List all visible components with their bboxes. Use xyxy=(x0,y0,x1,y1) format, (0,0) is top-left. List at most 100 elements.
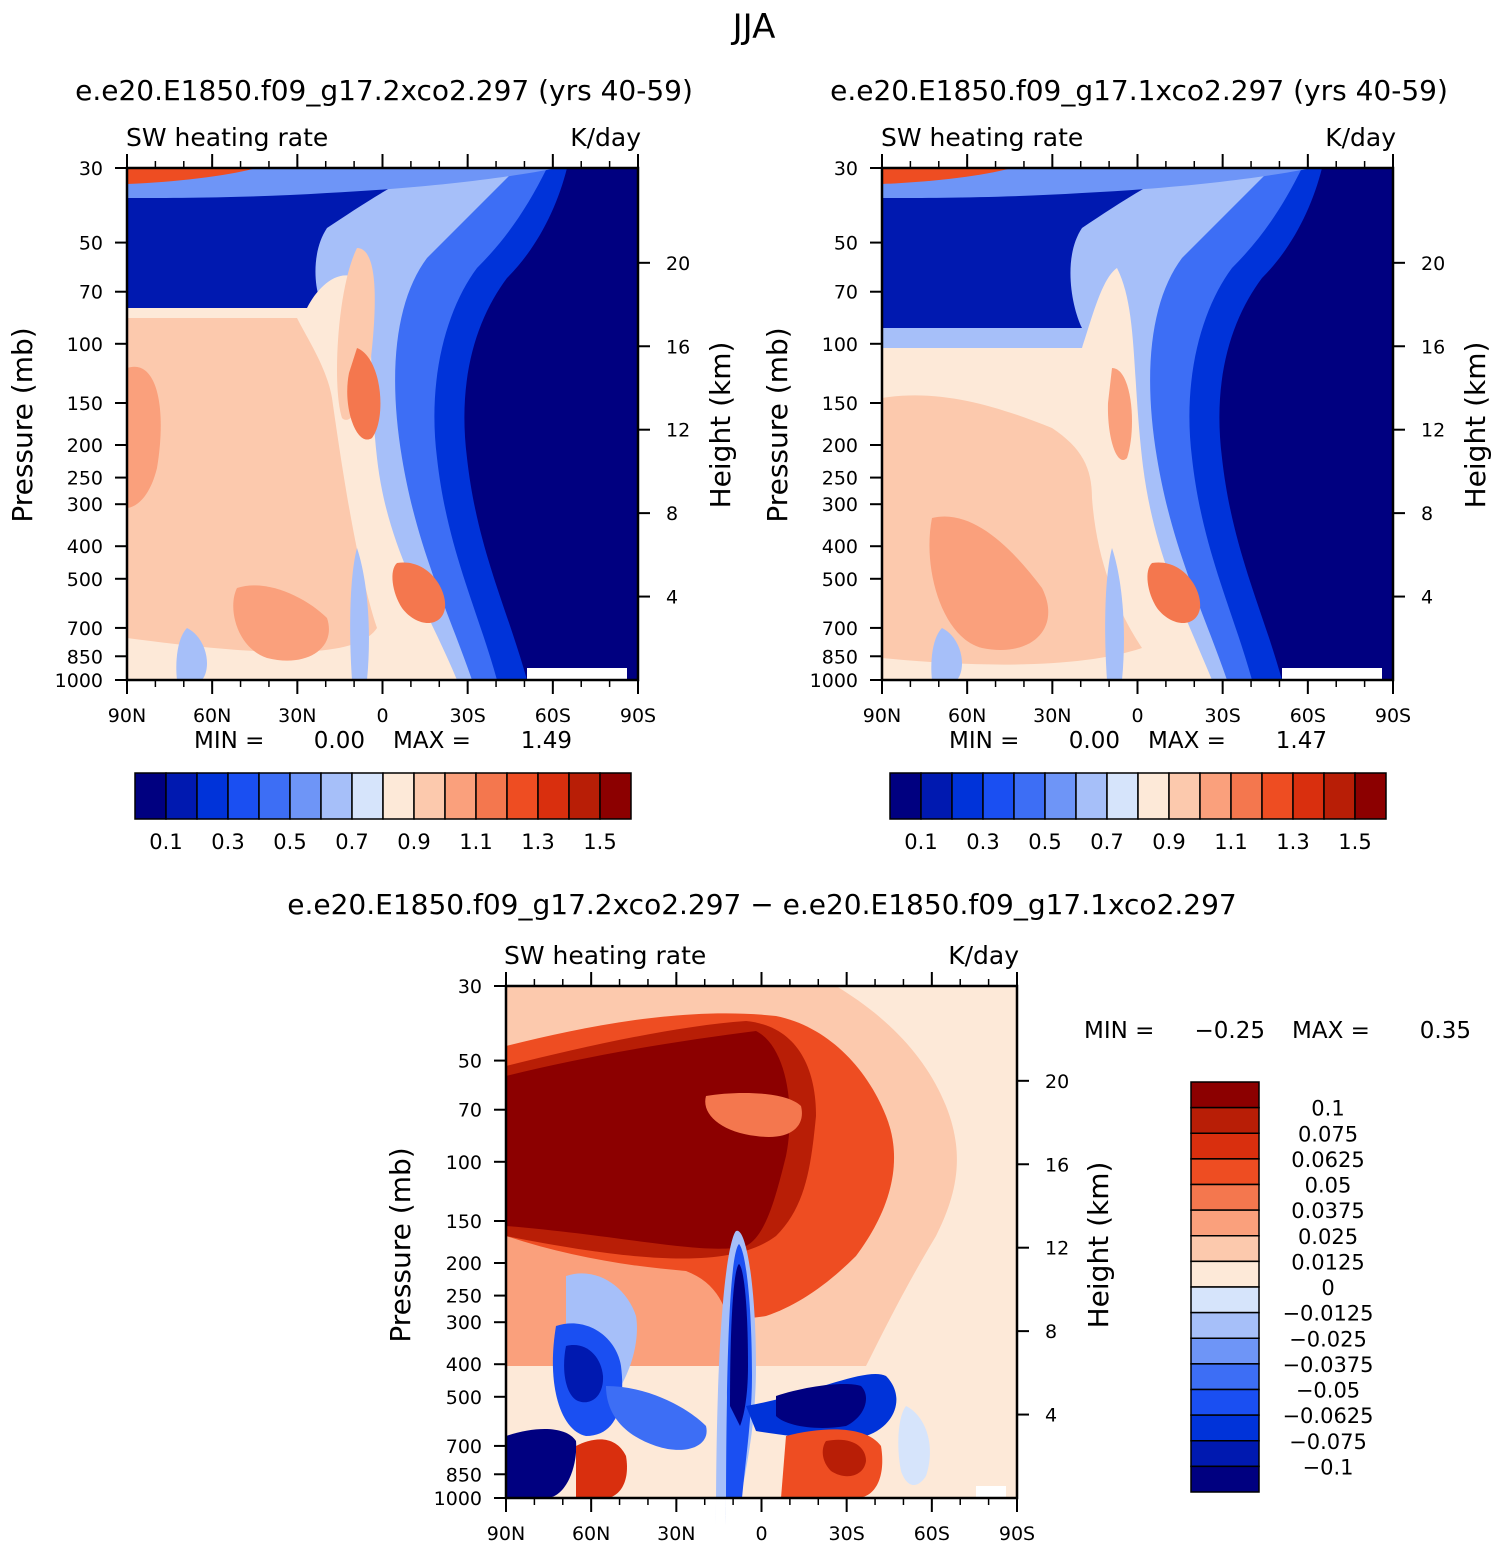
height-tick-label: 8 xyxy=(1045,1321,1057,1343)
pressure-tick-label: 100 xyxy=(822,334,858,356)
pressure-tick-label: 400 xyxy=(67,536,103,558)
colorbar-swatch xyxy=(196,772,229,820)
colorbar-swatch xyxy=(506,772,539,820)
panel-1-colorbar: 0.1 0.3 0.5 0.7 0.9 1.1 1.3 1.5 xyxy=(134,772,632,854)
panel-2-min-label: MIN = xyxy=(949,728,1019,754)
colorbar-swatch xyxy=(1354,772,1387,820)
colorbar-label: 0.075 xyxy=(1298,1122,1358,1146)
colorbar-label: −0.05 xyxy=(1296,1379,1360,1403)
lat-tick-label: 0 xyxy=(376,705,388,727)
panel-1-max-label: MAX = xyxy=(393,728,471,754)
colorbar-swatch xyxy=(1190,1209,1260,1237)
pressure-tick-label: 200 xyxy=(822,435,858,457)
pressure-tick-label: 70 xyxy=(834,282,858,304)
colorbar-label: 1.3 xyxy=(1276,830,1309,854)
colorbar-swatch xyxy=(1075,772,1108,820)
colorbar-label: 0.0375 xyxy=(1291,1199,1364,1223)
height-tick-label: 20 xyxy=(1421,253,1445,275)
pressure-tick-label: 1000 xyxy=(55,670,103,692)
colorbar-swatch xyxy=(1190,1414,1260,1442)
colorbar-swatch xyxy=(568,772,601,820)
colorbar-swatch xyxy=(1190,1465,1260,1493)
colorbar-label: 0.1 xyxy=(904,830,937,854)
colorbar-swatch xyxy=(320,772,353,820)
colorbar-swatch xyxy=(258,772,291,820)
lat-tick-label: 90S xyxy=(620,705,656,727)
lat-tick-label: 90S xyxy=(1375,705,1411,727)
height-tick-label: 12 xyxy=(1421,420,1445,442)
colorbar-swatch xyxy=(382,772,415,820)
panel-3-field xyxy=(506,986,1017,1526)
pressure-tick-label: 700 xyxy=(67,618,103,640)
panel-3-min-value: −0.25 xyxy=(1195,1018,1265,1044)
panel-2-colorbar: 0.1 0.3 0.5 0.7 0.9 1.1 1.3 1.5 xyxy=(889,772,1387,854)
colorbar-label: 1.3 xyxy=(521,830,554,854)
colorbar-label: 1.1 xyxy=(1214,830,1247,854)
lat-tick-label: 30N xyxy=(657,1523,695,1545)
colorbar-swatch xyxy=(1190,1388,1260,1416)
pressure-tick-label: 850 xyxy=(67,646,103,668)
colorbar-swatch xyxy=(1230,772,1263,820)
pressure-tick-label: 400 xyxy=(822,536,858,558)
height-tick-label: 12 xyxy=(1045,1238,1069,1260)
colorbar-swatch xyxy=(1190,1337,1260,1365)
panel-2-ylabel: Pressure (mb) xyxy=(761,327,794,522)
colorbar-swatch xyxy=(1190,1286,1260,1314)
pressure-tick-label: 300 xyxy=(822,494,858,516)
colorbar-swatch xyxy=(982,772,1015,820)
pressure-tick-label: 100 xyxy=(446,1152,482,1174)
colorbar-swatch xyxy=(1013,772,1046,820)
panel-2-max-value: 1.47 xyxy=(1276,728,1327,754)
colorbar-label: 1.1 xyxy=(459,830,492,854)
colorbar-label: 1.5 xyxy=(1338,830,1371,854)
pressure-tick-label: 250 xyxy=(67,468,103,490)
height-tick-label: 4 xyxy=(666,587,678,609)
colorbar-swatch xyxy=(537,772,570,820)
colorbar-label: 0.7 xyxy=(335,830,368,854)
colorbar-swatch xyxy=(1190,1311,1260,1339)
colorbar-label: 0.025 xyxy=(1298,1225,1358,1249)
panel-2-title: e.e20.E1850.f09_g17.1xco2.297 (yrs 40-59… xyxy=(830,74,1448,107)
panel-2-field xyxy=(882,168,1393,680)
colorbar-swatch xyxy=(1190,1106,1260,1134)
lat-tick-label: 30S xyxy=(829,1523,865,1545)
colorbar-label: 1.5 xyxy=(583,830,616,854)
colorbar-swatch xyxy=(1190,1440,1260,1468)
height-tick-label: 4 xyxy=(1045,1405,1057,1427)
lat-tick-label: 30S xyxy=(450,705,486,727)
pressure-tick-label: 400 xyxy=(446,1354,482,1376)
colorbar-label: −0.1 xyxy=(1303,1455,1354,1479)
panel-1-title: e.e20.E1850.f09_g17.2xco2.297 (yrs 40-59… xyxy=(75,74,693,107)
colorbar-swatch xyxy=(1190,1081,1260,1109)
pressure-tick-label: 250 xyxy=(446,1286,482,1308)
colorbar-label: −0.0125 xyxy=(1282,1302,1373,1326)
colorbar-swatch xyxy=(1137,772,1170,820)
colorbar-swatch xyxy=(920,772,953,820)
colorbar-swatch xyxy=(289,772,322,820)
colorbar-swatch xyxy=(1190,1158,1260,1186)
pressure-tick-label: 30 xyxy=(79,158,103,180)
pressure-tick-label: 200 xyxy=(67,435,103,457)
colorbar-swatch xyxy=(1190,1132,1260,1160)
colorbar-label: 0.3 xyxy=(966,830,999,854)
colorbar-label: 0.1 xyxy=(149,830,182,854)
pressure-tick-label: 150 xyxy=(446,1211,482,1233)
panel-1-left-label: SW heating rate xyxy=(126,123,328,152)
panel-1-min-label: MIN = xyxy=(194,728,264,754)
colorbar-label: 0 xyxy=(1321,1276,1334,1300)
colorbar-swatch xyxy=(951,772,984,820)
colorbar-swatch xyxy=(227,772,260,820)
colorbar-label: −0.025 xyxy=(1289,1327,1367,1351)
lat-tick-label: 90S xyxy=(999,1523,1035,1545)
pressure-tick-label: 30 xyxy=(834,158,858,180)
panel-3-max-value: 0.35 xyxy=(1420,1018,1471,1044)
panel-3-ylabel: Pressure (mb) xyxy=(384,1147,417,1342)
lat-tick-label: 60S xyxy=(1290,705,1326,727)
colorbar-swatch xyxy=(889,772,922,820)
panel-3: e.e20.E1850.f09_g17.2xco2.297 − e.e20.E1… xyxy=(287,888,1471,1545)
pressure-tick-label: 300 xyxy=(67,494,103,516)
panel-1-ylabel: Pressure (mb) xyxy=(6,327,39,522)
